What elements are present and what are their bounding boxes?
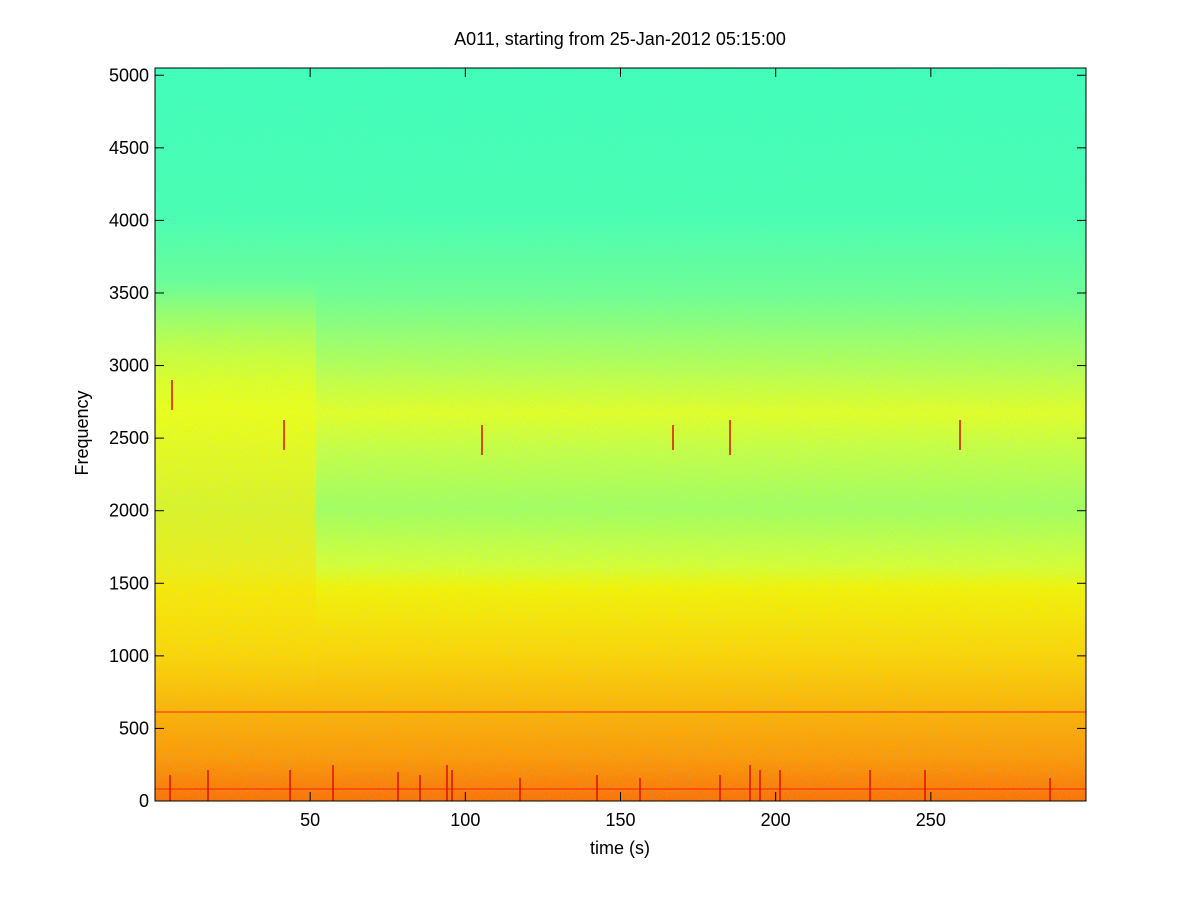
y-axis-label: Frequency: [72, 390, 92, 475]
y-tick-label: 1000: [109, 646, 149, 666]
x-tick-label: 100: [450, 810, 480, 830]
spectrogram-image: [155, 68, 1086, 801]
y-tick-label: 0: [139, 791, 149, 811]
x-tick-label: 150: [605, 810, 635, 830]
y-tick-label: 4500: [109, 138, 149, 158]
y-tick-label: 500: [119, 718, 149, 738]
x-tick-label: 50: [300, 810, 320, 830]
y-tick-label: 5000: [109, 65, 149, 85]
y-tick-label: 4000: [109, 210, 149, 230]
y-tick-label: 2500: [109, 428, 149, 448]
chart-title: A011, starting from 25-Jan-2012 05:15:00: [454, 29, 786, 49]
x-tick-label: 250: [916, 810, 946, 830]
x-tick-label: 200: [761, 810, 791, 830]
y-tick-label: 3500: [109, 283, 149, 303]
y-tick-label: 1500: [109, 573, 149, 593]
y-tick-label: 2000: [109, 501, 149, 521]
x-axis-label: time (s): [590, 838, 650, 858]
y-tick-label: 3000: [109, 356, 149, 376]
